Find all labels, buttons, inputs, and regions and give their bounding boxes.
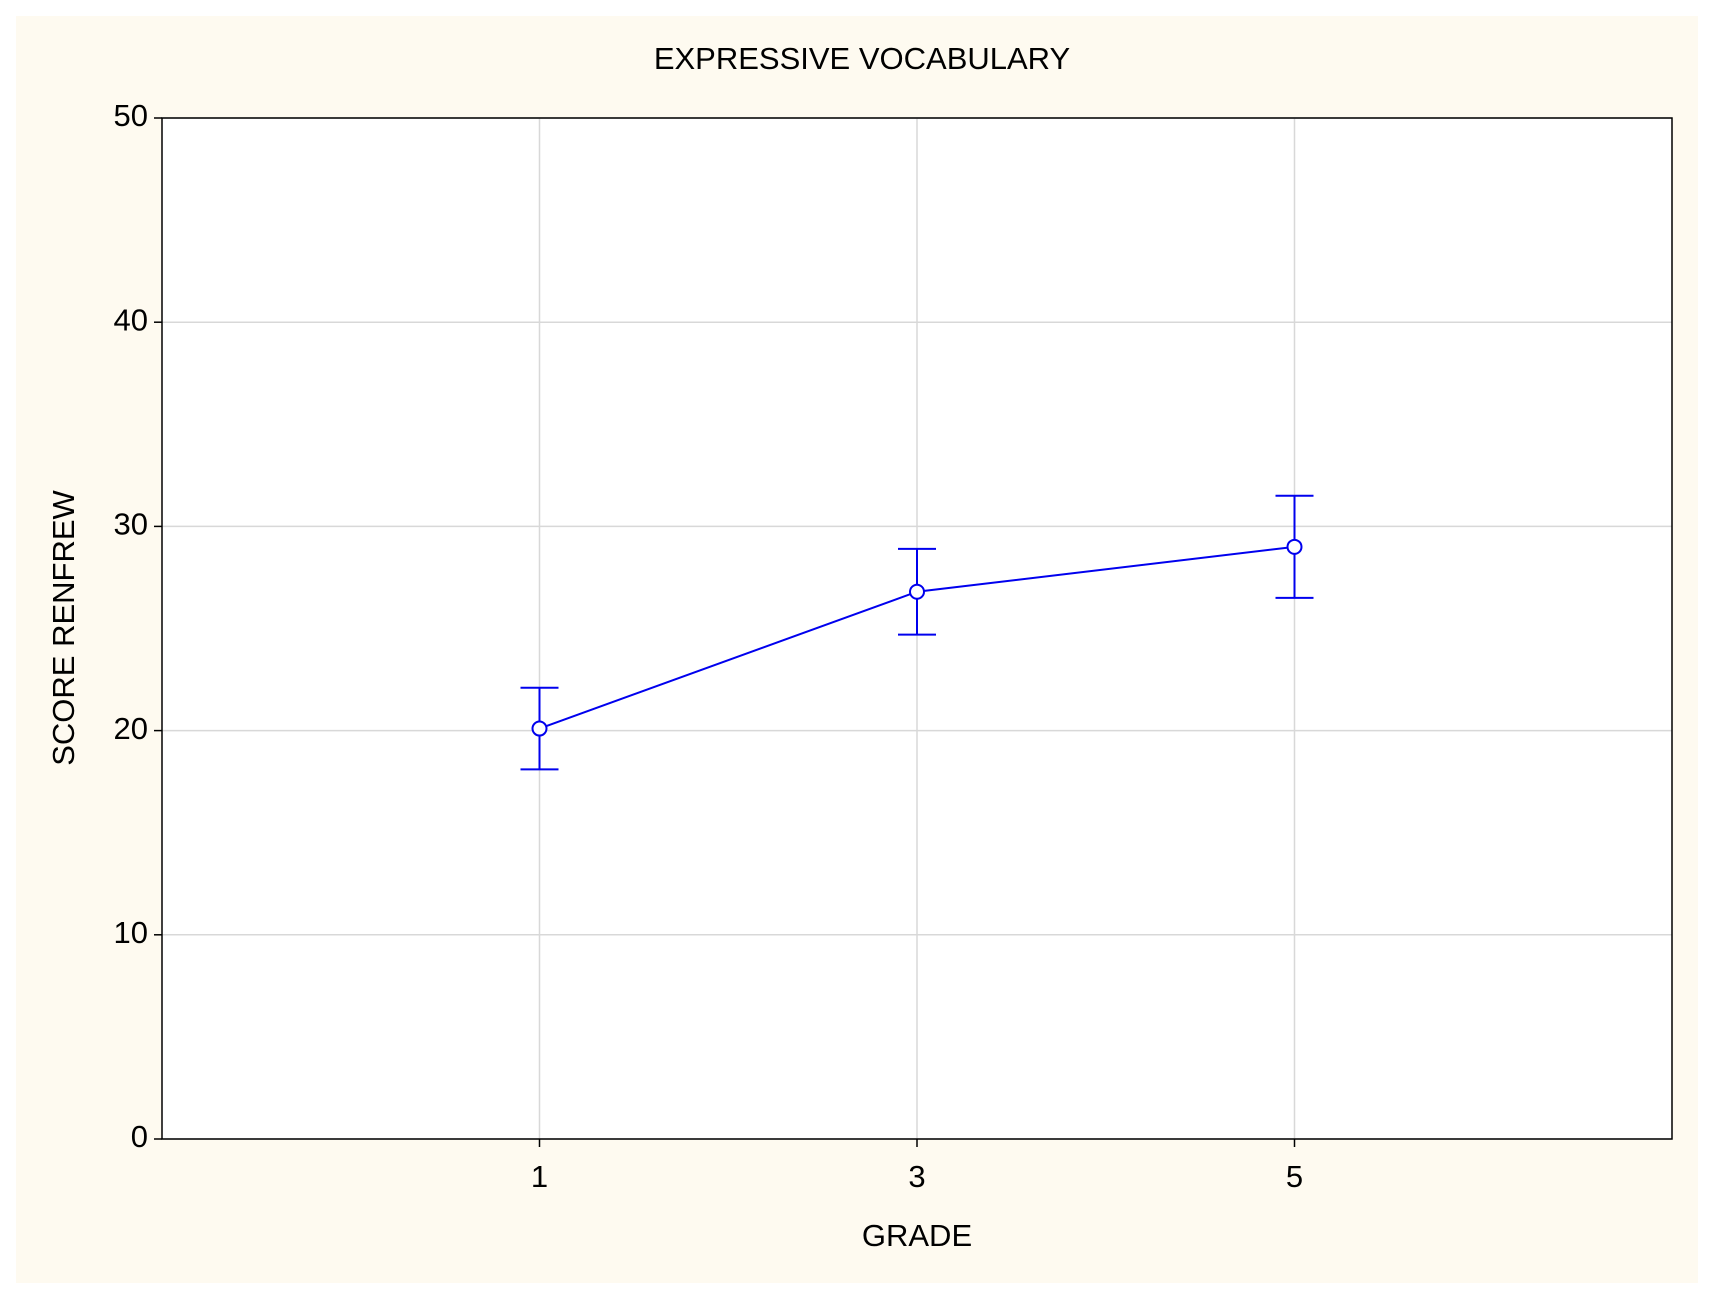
plot-frame xyxy=(161,117,1673,1140)
x-tick-label: 3 xyxy=(908,1159,925,1194)
y-tick-label: 10 xyxy=(114,915,148,950)
data-point xyxy=(1286,538,1303,555)
y-tick-label: 0 xyxy=(131,1119,148,1154)
data-point xyxy=(909,583,925,600)
chart-title: EXPRESSIVE VOCABULARY xyxy=(654,41,1070,76)
x-axis-label: GRADE xyxy=(862,1218,972,1253)
y-tick-label: 40 xyxy=(114,302,148,337)
x-tick-label: 5 xyxy=(1286,1159,1303,1194)
data-point xyxy=(531,720,548,737)
y-axis-label: SCORE RENFREW xyxy=(46,489,81,765)
x-tick-label: 1 xyxy=(531,1159,548,1194)
y-tick-label: 50 xyxy=(114,98,148,133)
y-tick-label: 20 xyxy=(114,711,148,746)
y-tick-label: 30 xyxy=(114,507,148,542)
